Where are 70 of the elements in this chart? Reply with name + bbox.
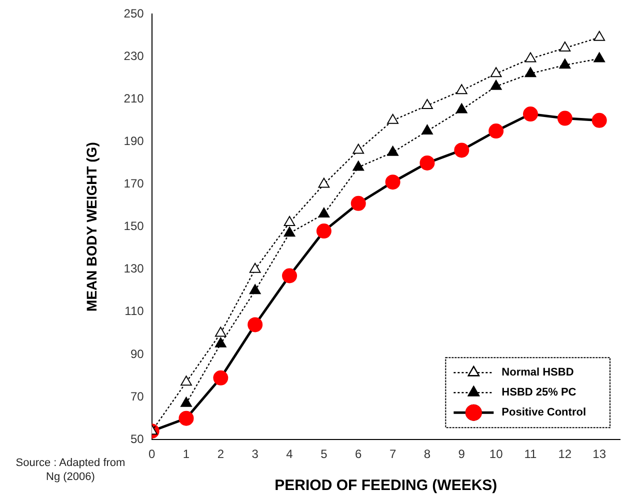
- y-tick-label: 190: [124, 134, 144, 148]
- y-tick-label: 110: [124, 304, 144, 318]
- point: [592, 112, 607, 128]
- point: [488, 124, 504, 139]
- point: [214, 337, 226, 348]
- point: [318, 178, 330, 188]
- point: [213, 370, 228, 386]
- point: [456, 84, 468, 94]
- point: [178, 410, 194, 426]
- x-tick-label: 7: [389, 447, 396, 462]
- source-note: Source : Adapted from Ng (2006): [14, 456, 126, 484]
- legend-label: Normal HSBD: [502, 366, 574, 379]
- y-tick-label: 90: [130, 346, 144, 361]
- legend-label: Positive Control: [502, 406, 586, 419]
- point: [352, 144, 364, 154]
- x-tick-label: 3: [252, 447, 259, 462]
- point: [490, 67, 502, 78]
- point: [420, 155, 435, 170]
- point: [318, 208, 330, 218]
- y-tick-label: 150: [124, 219, 144, 234]
- point: [180, 376, 192, 386]
- point: [352, 160, 364, 171]
- point: [422, 124, 433, 135]
- point: [180, 396, 192, 407]
- point: [387, 146, 398, 156]
- x-tick-label: 4: [286, 447, 294, 462]
- y-tick-label: 130: [124, 262, 144, 276]
- point: [454, 142, 470, 158]
- point: [557, 110, 572, 126]
- x-tick-label: 1: [182, 447, 190, 462]
- point: [316, 224, 332, 239]
- point: [594, 30, 606, 41]
- point: [284, 226, 296, 237]
- x-tick-label: 0: [148, 447, 156, 462]
- y-tick-label: 250: [124, 6, 144, 20]
- point: [387, 114, 398, 124]
- x-tick-label: 13: [592, 447, 606, 462]
- y-tick-label: 70: [130, 389, 144, 404]
- x-axis-title: PERIOD OF FEEDING (WEEKS): [274, 477, 498, 494]
- point: [456, 103, 468, 114]
- y-tick-label: 50: [130, 432, 144, 446]
- point: [524, 52, 536, 62]
- legend-label: HSBD 25% PC: [502, 386, 576, 399]
- y-tick-label: 230: [124, 48, 144, 63]
- point: [524, 67, 536, 78]
- y-tick-label: 170: [124, 176, 144, 191]
- point: [248, 317, 263, 332]
- x-tick-label: 9: [458, 447, 466, 462]
- x-tick-label: 11: [524, 447, 538, 462]
- point: [282, 268, 298, 284]
- point: [284, 216, 296, 226]
- point: [422, 99, 433, 110]
- y-axis-title: MEAN BODY WEIGHT (G): [83, 142, 100, 312]
- y-tick-label: 210: [124, 91, 144, 106]
- point: [249, 262, 261, 273]
- point: [350, 196, 366, 211]
- point: [490, 80, 502, 90]
- x-tick-label: 8: [424, 447, 431, 462]
- x-tick-label: 2: [217, 447, 224, 462]
- point: [214, 326, 226, 337]
- point: [594, 52, 606, 62]
- point: [385, 174, 400, 190]
- point: [559, 58, 571, 69]
- x-tick-label: 12: [558, 447, 572, 462]
- point: [559, 42, 571, 52]
- x-tick-label: 10: [489, 447, 504, 462]
- point: [249, 284, 261, 294]
- x-tick-label: 5: [320, 447, 328, 462]
- point: [522, 106, 538, 122]
- x-tick-label: 6: [355, 447, 362, 462]
